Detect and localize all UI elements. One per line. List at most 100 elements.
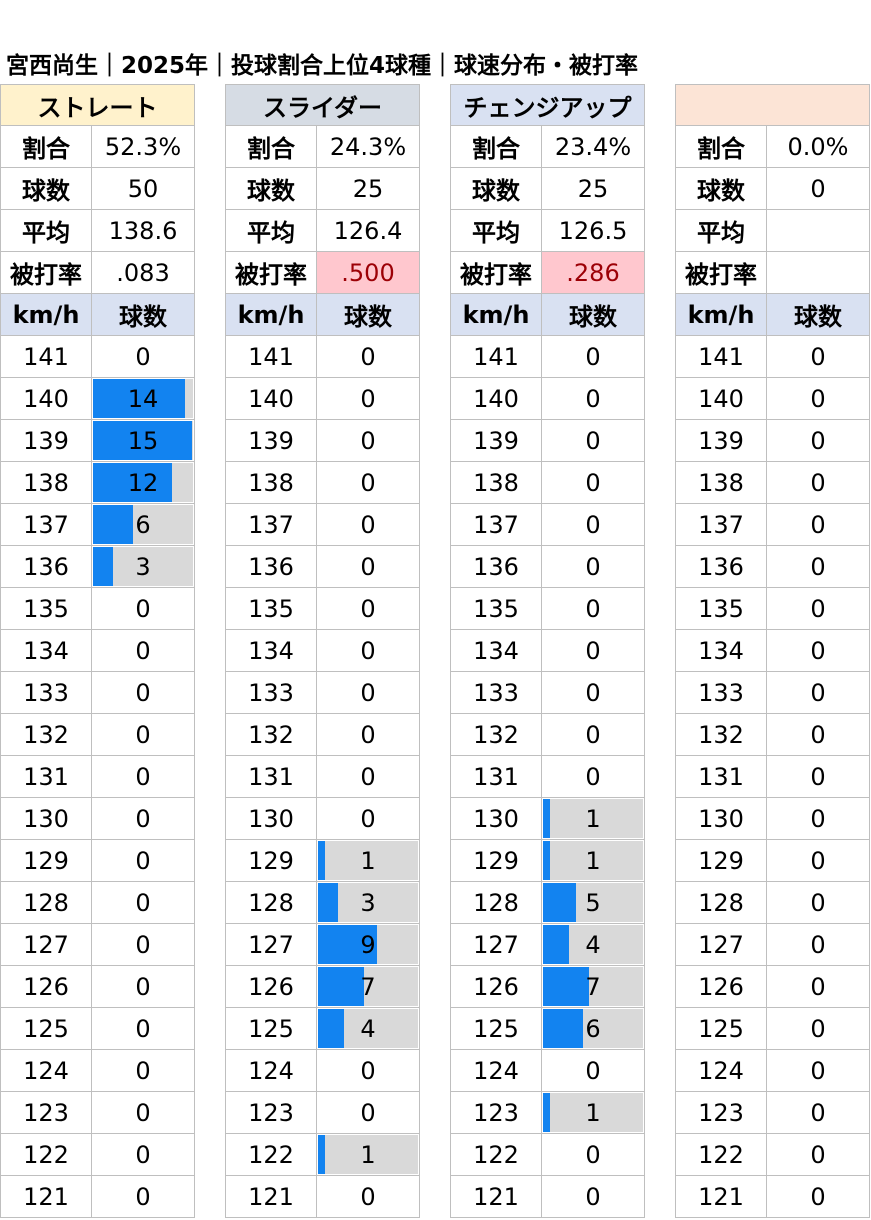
speed-label: 131	[1, 756, 92, 797]
stat-label-ratio: 割合	[451, 126, 542, 167]
count-value: 0	[810, 678, 826, 707]
data-bar-fill	[543, 883, 576, 922]
speed-row: 124 0	[676, 1050, 870, 1092]
speed-label: 121	[226, 1176, 317, 1217]
count-header: 球数	[92, 294, 195, 335]
count-value: 0	[135, 888, 151, 917]
count-value: 0	[360, 804, 376, 833]
speed-row: 122 0	[451, 1134, 645, 1176]
speed-label: 138	[676, 462, 767, 503]
speed-row: 139 0	[226, 420, 420, 462]
speed-label: 133	[226, 672, 317, 713]
count-value: 0	[360, 510, 376, 539]
count-value: 0	[135, 804, 151, 833]
speed-row: 132 0	[226, 714, 420, 756]
data-bar	[92, 462, 194, 503]
count-cell: 0	[542, 504, 645, 545]
speed-label: 121	[676, 1176, 767, 1217]
count-value: 1	[360, 846, 376, 875]
speed-row: 136 0	[226, 546, 420, 588]
count-cell: 0	[767, 1092, 870, 1133]
data-bar-track	[318, 841, 418, 880]
speed-label: 123	[1, 1092, 92, 1133]
count-cell: 4	[317, 1008, 420, 1049]
speed-label: 123	[226, 1092, 317, 1133]
speed-row: 122 1	[226, 1134, 420, 1176]
count-cell: 0	[317, 1176, 420, 1217]
count-cell: 0	[542, 588, 645, 629]
count-cell: 0	[92, 1008, 195, 1049]
count-cell: 7	[542, 966, 645, 1007]
speed-row: 126 7	[451, 966, 645, 1008]
speed-row: 121 0	[451, 1176, 645, 1218]
speed-label: 133	[676, 672, 767, 713]
speed-row: 132 0	[676, 714, 870, 756]
speed-label: 123	[676, 1092, 767, 1133]
data-bar-fill	[318, 841, 325, 880]
stat-value-ratio: 52.3%	[92, 126, 195, 167]
speed-label: 134	[451, 630, 542, 671]
count-value: 0	[810, 1014, 826, 1043]
count-cell: 0	[92, 1050, 195, 1091]
speed-label: 141	[676, 336, 767, 377]
count-cell: 0	[92, 840, 195, 881]
count-cell: 0	[767, 336, 870, 377]
stat-row-avg: 平均	[676, 210, 870, 252]
data-bar-fill	[543, 1093, 550, 1132]
speed-row: 131 0	[226, 756, 420, 798]
stat-value-count: 25	[317, 168, 420, 209]
count-cell: 0	[92, 1134, 195, 1175]
stat-label-avg: 平均	[226, 210, 317, 251]
count-value: 0	[810, 1140, 826, 1169]
count-value: 0	[810, 342, 826, 371]
count-cell: 0	[92, 756, 195, 797]
stat-label-ba: 被打率	[226, 252, 317, 293]
count-value: 7	[585, 972, 601, 1001]
pitch-panel-3: チェンジアップ 割合 23.4% 球数 25 平均 126.5 被打率 .286 km/h 球数 14…	[450, 84, 645, 1218]
count-value: 0	[585, 1056, 601, 1085]
column-header-row: km/h 球数	[1, 294, 195, 336]
column-header-row: km/h 球数	[226, 294, 420, 336]
count-value: 0	[810, 804, 826, 833]
count-cell: 3	[317, 882, 420, 923]
count-cell: 9	[317, 924, 420, 965]
speed-row: 138 0	[226, 462, 420, 504]
stat-label-ba: 被打率	[451, 252, 542, 293]
stat-value-ba	[767, 252, 870, 293]
count-value: 0	[360, 762, 376, 791]
stat-row-count: 球数 25	[226, 168, 420, 210]
speed-row: 137 6	[1, 504, 195, 546]
count-value: 0	[810, 594, 826, 623]
speed-row: 127 0	[1, 924, 195, 966]
count-cell: 0	[767, 546, 870, 587]
count-value: 0	[135, 846, 151, 875]
speed-row: 126 0	[676, 966, 870, 1008]
speed-row: 137 0	[676, 504, 870, 546]
speed-row: 123 0	[676, 1092, 870, 1134]
count-cell: 0	[317, 546, 420, 587]
speed-label: 139	[1, 420, 92, 461]
count-cell: 0	[317, 378, 420, 419]
speed-row: 130 0	[1, 798, 195, 840]
count-value: 3	[135, 552, 151, 581]
speed-row: 138 0	[676, 462, 870, 504]
speed-label: 139	[226, 420, 317, 461]
speed-label: 129	[676, 840, 767, 881]
count-cell: 0	[317, 672, 420, 713]
stat-value-ba: .083	[92, 252, 195, 293]
count-cell: 0	[317, 1050, 420, 1091]
count-value: 9	[360, 930, 376, 959]
count-cell: 0	[767, 1050, 870, 1091]
count-value: 0	[360, 1098, 376, 1127]
data-bar-fill	[318, 883, 338, 922]
data-bar	[317, 1008, 419, 1049]
stat-label-avg: 平均	[451, 210, 542, 251]
data-bar-fill	[93, 421, 192, 460]
column-header-row: km/h 球数	[676, 294, 870, 336]
count-value: 0	[585, 1140, 601, 1169]
speed-row: 141 0	[451, 336, 645, 378]
data-bar-fill	[543, 967, 589, 1006]
count-value: 1	[585, 846, 601, 875]
pitch-panel-1: ストレート 割合 52.3% 球数 50 平均 138.6 被打率 .083 km/h 球数 141 0…	[0, 84, 195, 1218]
count-cell: 0	[767, 1008, 870, 1049]
